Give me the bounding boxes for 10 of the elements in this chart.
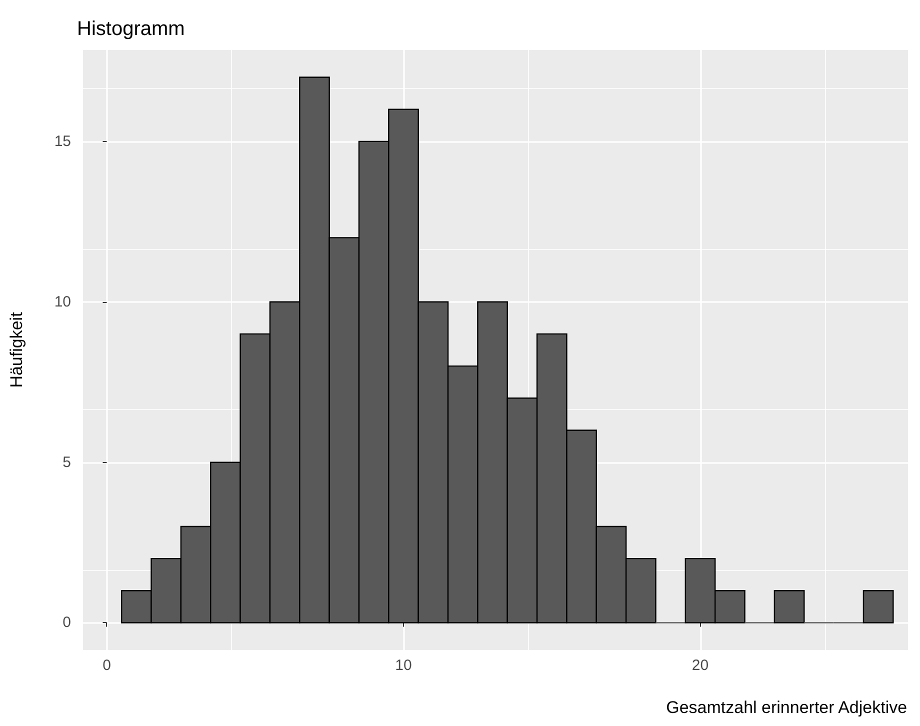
y-tick-label: 0 [62, 614, 71, 632]
x-axis-title: Gesamtzahl erinnerter Adjektive [666, 698, 908, 717]
y-tick-label: 15 [54, 132, 71, 150]
x-tick-label: 10 [395, 657, 412, 674]
chart-title: Histogramm [77, 18, 185, 40]
x-tick-label: 20 [692, 657, 709, 674]
y-axis-title: Häufigkeit [7, 312, 26, 388]
y-tick-label: 10 [54, 293, 71, 310]
y-tick-label: 5 [62, 454, 71, 471]
x-tick-label: 0 [102, 657, 111, 674]
